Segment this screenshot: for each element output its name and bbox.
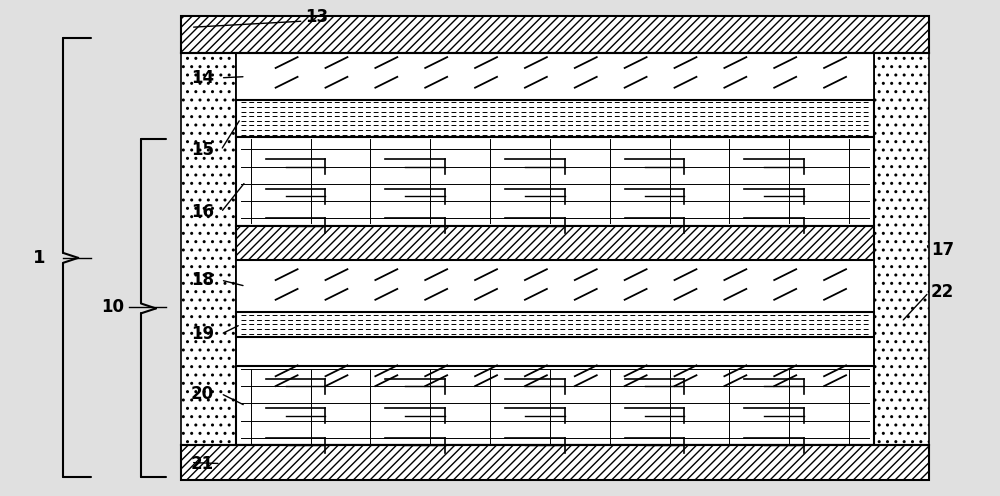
Bar: [181, 445, 929, 480]
Bar: [236, 364, 874, 391]
Bar: [236, 260, 874, 312]
Text: 13: 13: [306, 8, 329, 26]
Bar: [874, 53, 929, 445]
Text: 18: 18: [191, 271, 214, 289]
Text: 20: 20: [191, 384, 214, 402]
Bar: [236, 53, 874, 445]
Text: 10: 10: [102, 298, 125, 316]
Bar: [236, 367, 874, 445]
Text: 19: 19: [191, 325, 214, 343]
Text: 15: 15: [191, 141, 214, 159]
Bar: [181, 53, 236, 445]
Text: 16: 16: [191, 203, 214, 222]
Text: 21: 21: [191, 454, 214, 473]
Bar: [236, 312, 874, 337]
Bar: [181, 16, 929, 53]
Text: 22: 22: [931, 283, 954, 302]
Text: 17: 17: [931, 242, 954, 259]
Bar: [236, 53, 874, 100]
Bar: [236, 100, 874, 137]
Bar: [236, 137, 874, 226]
Text: 14: 14: [191, 69, 214, 87]
Bar: [236, 226, 874, 260]
Text: 1: 1: [33, 249, 46, 267]
